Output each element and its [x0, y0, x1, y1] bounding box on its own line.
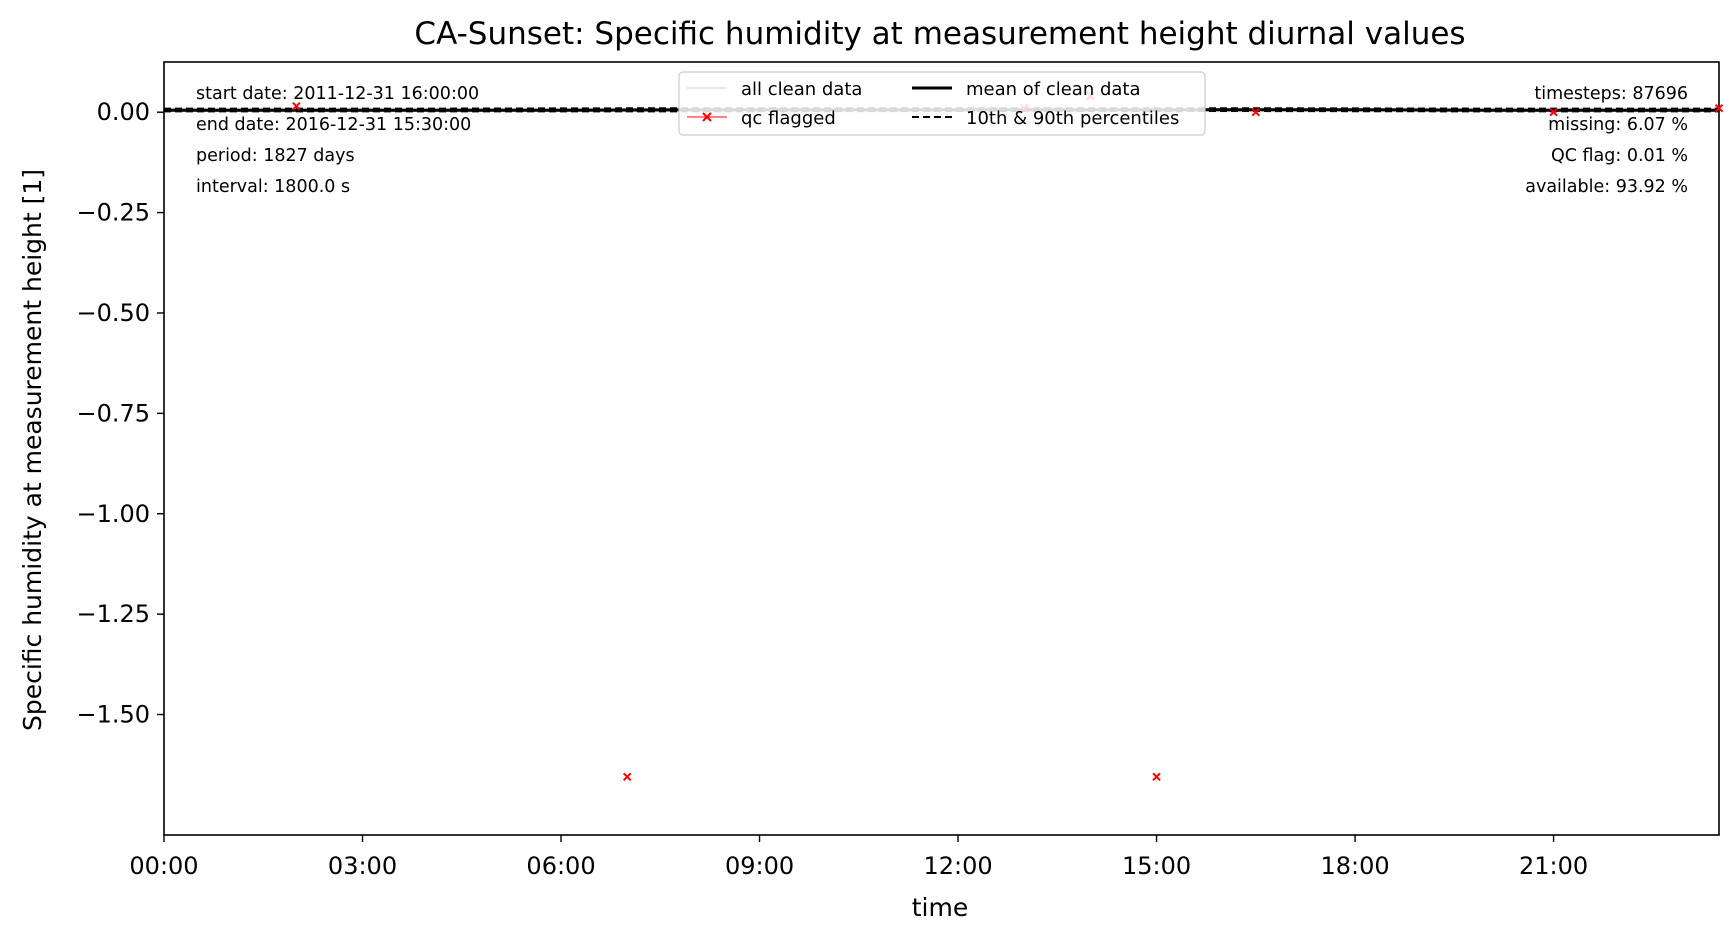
legend-swatch-qc-flagged-marker	[702, 112, 712, 122]
y-axis-label: Specific humidity at measurement height …	[18, 169, 47, 731]
info-available: available: 93.92 %	[1525, 177, 1688, 197]
legend: all clean data qc flagged mean of clean …	[678, 71, 1206, 136]
y-tick-label: −0.75	[76, 399, 150, 427]
x-tick-label: 15:00	[1122, 852, 1191, 880]
x-tick-label: 03:00	[328, 852, 397, 880]
x-tick-label: 09:00	[725, 852, 794, 880]
x-tick-label: 12:00	[923, 852, 992, 880]
info-end-date: end date: 2016-12-31 15:30:00	[196, 115, 471, 135]
x-axis-label: time	[912, 893, 968, 922]
qc-flag-markers	[292, 91, 1724, 781]
plot-frame	[163, 61, 1720, 836]
y-tick-label: −0.50	[76, 299, 150, 327]
qc-flag-point	[622, 772, 632, 781]
qc-flag-point	[1714, 103, 1724, 113]
qc-flag-point	[1251, 107, 1261, 117]
legend-box	[678, 71, 1206, 136]
y-tick-label: 0.00	[97, 98, 150, 126]
info-left: start date: 2011-12-31 16:00:00 end date…	[196, 84, 479, 197]
y-axis: 0.00 −0.25 −0.50 −0.75 −1.00 −1.25 −1.50	[76, 98, 164, 729]
legend-label-qc-flagged: qc flagged	[741, 108, 836, 129]
legend-label-mean: mean of clean data	[966, 79, 1141, 100]
info-interval: interval: 1800.0 s	[196, 177, 350, 197]
x-tick-label: 00:00	[129, 852, 198, 880]
y-tick-label: −0.25	[76, 199, 150, 227]
chart-title: CA-Sunset: Specific humidity at measurem…	[414, 16, 1465, 52]
x-tick-label: 18:00	[1320, 852, 1389, 880]
y-tick-label: −1.50	[76, 701, 150, 729]
info-start-date: start date: 2011-12-31 16:00:00	[196, 84, 479, 104]
legend-label-percentiles: 10th & 90th percentiles	[966, 108, 1179, 129]
info-qc-flag: QC flag: 0.01 %	[1551, 146, 1688, 166]
info-timesteps: timesteps: 87696	[1534, 84, 1688, 104]
legend-label-all-clean-data: all clean data	[741, 79, 862, 100]
info-right: timesteps: 87696 missing: 6.07 % QC flag…	[1525, 84, 1688, 197]
info-period: period: 1827 days	[196, 146, 355, 166]
y-tick-label: −1.25	[76, 600, 150, 628]
qc-flag-point	[1549, 107, 1558, 117]
x-tick-label: 06:00	[526, 852, 595, 880]
qc-flag-point	[1152, 772, 1161, 781]
y-tick-label: −1.00	[76, 500, 150, 528]
info-missing: missing: 6.07 %	[1548, 115, 1688, 135]
x-axis: 00:00 03:00 06:00 09:00 12:00 15:00 18:00 21:00	[129, 835, 1588, 880]
qc-flag-point	[292, 101, 301, 111]
x-tick-label: 21:00	[1519, 852, 1588, 880]
